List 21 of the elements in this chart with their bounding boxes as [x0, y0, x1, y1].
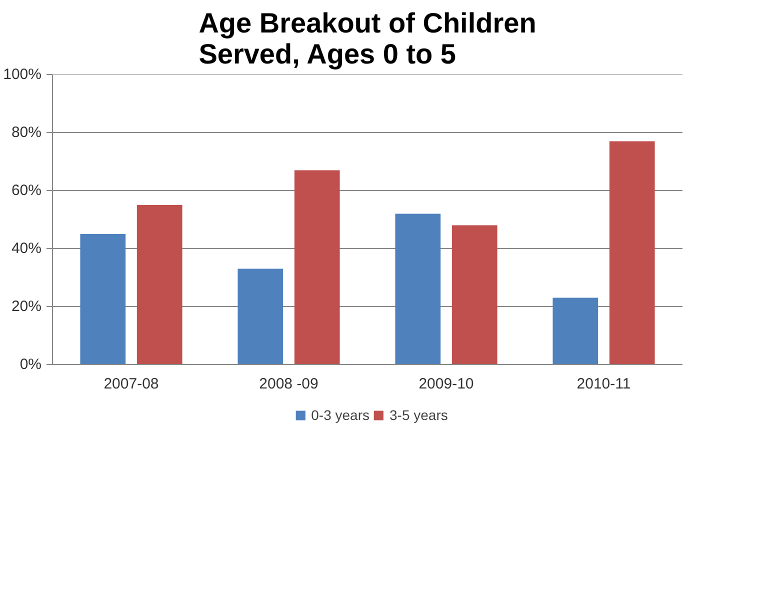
- y-tick-label: 40%: [11, 240, 42, 257]
- y-tick-label: 80%: [11, 124, 42, 141]
- bar: [80, 234, 126, 364]
- x-tick-label: 2010-11: [576, 376, 631, 392]
- bar: [609, 141, 655, 364]
- y-tick-label: 60%: [11, 182, 42, 199]
- bar: [238, 268, 284, 364]
- y-tick-label: 0%: [20, 356, 42, 373]
- bar: [294, 170, 340, 364]
- y-tick-label: 20%: [11, 298, 42, 315]
- x-tick-label: 2009-10: [418, 376, 474, 392]
- bar: [552, 298, 598, 364]
- legend-label: 0-3 years: [311, 407, 370, 423]
- y-tick-label: 100%: [3, 66, 42, 83]
- bar: [136, 205, 182, 364]
- x-tick-label: 2007-08: [104, 376, 159, 392]
- legend-label: 3-5 years: [390, 407, 448, 423]
- bar: [395, 214, 441, 364]
- bar: [452, 225, 498, 364]
- chart-title: Age Breakout of Children Served, Ages 0 to 5: [198, 8, 536, 70]
- x-tick-label: 2008 -09: [259, 376, 318, 392]
